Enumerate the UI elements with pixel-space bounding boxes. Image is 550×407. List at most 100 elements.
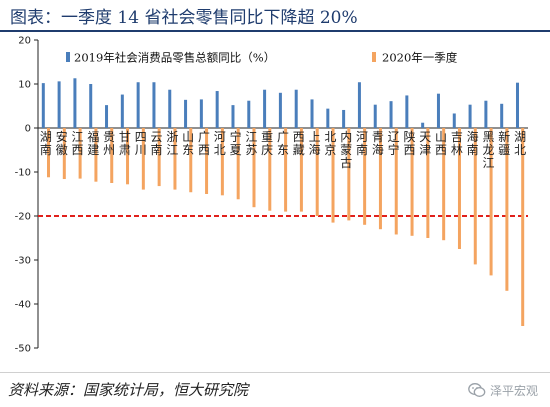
bar-2020q1 (299, 128, 303, 212)
category-label: 宁 (230, 129, 242, 144)
bar-2020q1 (315, 128, 319, 216)
bar-2020q1 (442, 128, 446, 241)
bar-2019 (389, 101, 393, 128)
source-note: 资料来源：国家统计局，恒大研究院 (8, 381, 249, 399)
category-label: 安 (56, 129, 68, 144)
bar-2020q1 (394, 128, 398, 235)
bar-2020q1 (205, 128, 209, 194)
category-label: 肃 (119, 143, 131, 157)
bar-2020q1 (236, 128, 240, 200)
bar-2019 (89, 84, 93, 128)
bar-2019 (105, 105, 109, 128)
legend-swatch-2019 (66, 52, 70, 62)
category-label: 津 (419, 143, 431, 157)
category-label: 藏 (293, 143, 305, 157)
category-label: 黑 (482, 130, 494, 144)
bar-2019 (199, 99, 203, 128)
bar-2020q1 (457, 128, 461, 249)
legend-label-2020q1: 2020年一季度 (382, 51, 458, 65)
category-label: 福 (87, 129, 99, 144)
bar-2019 (357, 82, 361, 128)
category-label: 内 (340, 130, 352, 144)
watermark-text: 泽平宏观 (489, 383, 538, 398)
bar-2020q1 (126, 128, 130, 185)
bar-2020q1 (78, 128, 82, 179)
bar-2019 (373, 104, 377, 128)
bar-2020q1 (521, 128, 525, 326)
category-label: 江 (245, 130, 257, 144)
y-tick-label: -20 (15, 212, 31, 223)
chart-title: 图表：一季度 14 省社会零售同比下降超 20% (10, 8, 358, 28)
bar-2019 (136, 82, 140, 128)
category-label: 苏 (245, 143, 257, 157)
category-label: 东 (182, 143, 194, 157)
bar-2019 (215, 91, 219, 128)
bar-2020q1 (284, 128, 288, 212)
legend-swatch-2020q1 (372, 52, 376, 62)
category-label: 江 (166, 143, 178, 157)
category-label: 上 (309, 130, 321, 144)
y-tick-label: -30 (15, 256, 31, 267)
category-label: 山 (182, 130, 194, 144)
category-label: 甘 (119, 130, 131, 144)
bar-2020q1 (363, 128, 367, 225)
category-label: 天 (419, 130, 431, 144)
bar-2019 (326, 108, 330, 128)
bar-2019 (342, 109, 346, 128)
bar-2019 (152, 82, 156, 128)
category-label: 青 (372, 130, 384, 144)
category-label: 四 (135, 130, 147, 144)
category-label: 广 (198, 130, 210, 144)
y-axis: 20 10 0 -10 -20 -30 -40 -50 (15, 36, 528, 355)
x-axis-labels: 湖南安徽江西福建贵州甘肃四川云南浙江山东广西河北宁夏江苏重庆广东西藏上海北京内蒙… (40, 129, 526, 170)
bar-2019 (184, 99, 188, 128)
bar-2019 (421, 122, 425, 128)
bar-2019 (294, 89, 298, 128)
category-label: 江 (72, 130, 84, 144)
category-label: 湖 (514, 129, 526, 144)
bars (41, 78, 525, 326)
category-label: 重 (261, 130, 273, 144)
category-label: 北 (214, 143, 226, 157)
bar-2020q1 (110, 128, 114, 183)
category-label: 北 (324, 130, 336, 144)
watermark: 泽平宏观 (468, 380, 538, 400)
category-label: 新 (498, 129, 510, 144)
bar-2020q1 (141, 128, 145, 190)
footer-divider (0, 372, 550, 373)
legend: 2019年社会消费品零售总额同比（%） 2020年一季度 (66, 51, 458, 65)
category-label: 西 (198, 143, 210, 157)
bar-2019 (278, 92, 282, 128)
category-label: 辽 (388, 130, 400, 144)
y-tick-label: -40 (15, 300, 31, 311)
bar-2020q1 (173, 128, 177, 190)
bar-2020q1 (347, 128, 351, 221)
wechat-icon (468, 383, 486, 397)
bar-2020q1 (331, 128, 335, 223)
category-label: 建 (87, 143, 99, 157)
bar-2019 (484, 100, 488, 128)
category-label: 海 (372, 142, 384, 157)
category-label: 南 (356, 142, 368, 157)
bar-2020q1 (426, 128, 430, 238)
bar-2020q1 (189, 128, 193, 193)
category-label: 江 (482, 156, 494, 170)
bar-2020q1 (489, 128, 493, 276)
category-label: 林 (451, 143, 463, 157)
bar-2019 (436, 93, 440, 128)
category-label: 夏 (230, 143, 242, 157)
bar-2019 (515, 82, 519, 128)
category-label: 庆 (261, 143, 273, 157)
category-label: 古 (340, 155, 352, 170)
bar-2019 (57, 81, 61, 128)
bar-2019 (168, 89, 172, 128)
category-label: 海 (467, 129, 479, 144)
bar-2019 (452, 113, 456, 128)
bar-2019 (500, 103, 504, 128)
legend-label-2019: 2019年社会消费品零售总额同比（%） (74, 51, 275, 65)
category-label: 川 (135, 143, 147, 157)
bar-2019 (310, 99, 314, 128)
bar-2020q1 (47, 128, 51, 178)
category-label: 徽 (56, 142, 68, 157)
bar-2019 (120, 94, 124, 128)
